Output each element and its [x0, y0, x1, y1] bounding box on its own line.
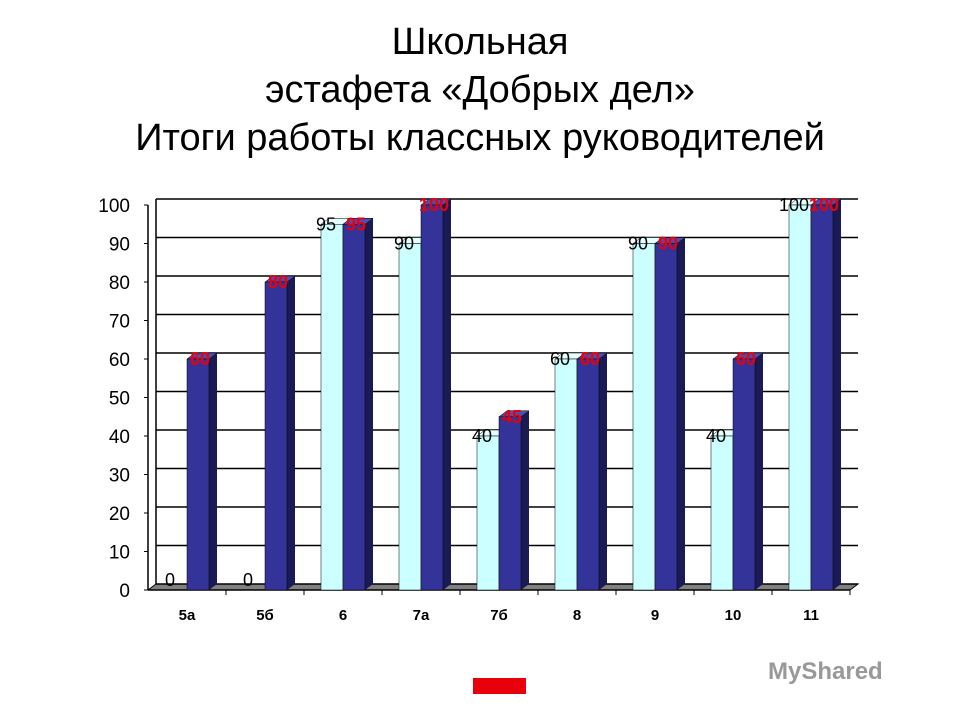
data-label: 60 [736, 349, 756, 369]
title-line-3: Итоги работы классных руководителей [135, 117, 825, 159]
bar [554, 358, 578, 591]
bar [632, 243, 656, 591]
data-label: 0 [243, 570, 253, 590]
x-tick-label: 8 [573, 607, 581, 624]
data-label: 90 [394, 234, 414, 254]
y-tick-label: 40 [109, 427, 130, 448]
data-label: 90 [658, 234, 678, 254]
data-label: 80 [268, 272, 288, 292]
x-tick-label: 5б [256, 607, 274, 624]
bar-side [599, 353, 607, 590]
bar-side [287, 276, 295, 590]
data-label: 100 [419, 195, 449, 215]
watermark-logo: MyShared [768, 658, 883, 686]
chart-title: Школьная эстафета «Добрых дел» Итоги раб… [0, 18, 960, 162]
y-tick-label: 60 [109, 350, 130, 371]
data-label: 60 [580, 349, 600, 369]
x-tick-label: 7б [490, 607, 508, 624]
y-tick-label: 100 [98, 196, 130, 217]
bar [420, 204, 444, 591]
y-tick-label: 50 [109, 389, 130, 410]
y-tick-label: 80 [109, 273, 130, 294]
data-label: 100 [779, 195, 809, 215]
bar-side [365, 218, 373, 590]
title-line-1: Школьная [391, 21, 569, 63]
bar [498, 416, 522, 591]
x-tick-label: 5а [179, 607, 196, 624]
data-label: 40 [472, 426, 492, 446]
bar [342, 224, 366, 591]
bar-side [833, 199, 841, 590]
bar-side [443, 199, 451, 590]
bar-side [209, 353, 217, 590]
data-label: 90 [628, 234, 648, 254]
data-label: 0 [165, 570, 175, 590]
data-label: 60 [550, 349, 570, 369]
bar-side [677, 237, 685, 590]
y-tick-label: 70 [109, 312, 130, 333]
data-label: 45 [502, 407, 522, 427]
x-tick-label: 6 [339, 607, 347, 624]
x-tick-label: 9 [651, 607, 659, 624]
y-tick-label: 30 [109, 466, 130, 487]
bar [320, 224, 344, 591]
bar-side [521, 410, 529, 590]
bar [398, 243, 422, 591]
bar [788, 204, 812, 591]
data-label: 95 [346, 214, 366, 234]
data-label: 60 [190, 349, 210, 369]
x-tick-label: 7а [413, 607, 430, 624]
bar [654, 243, 678, 591]
bar [810, 204, 834, 591]
bar [476, 435, 500, 591]
watermark-text: MyShared [768, 658, 883, 685]
y-tick-label: 0 [119, 581, 130, 602]
bar-side [755, 353, 763, 590]
bar [732, 358, 756, 591]
data-label: 40 [706, 426, 726, 446]
y-tick-label: 10 [109, 543, 130, 564]
y-tick-label: 90 [109, 235, 130, 256]
y-tick-label: 20 [109, 504, 130, 525]
data-label: 100 [809, 195, 839, 215]
bar [576, 358, 600, 591]
bar [186, 358, 210, 591]
title-line-2: эстафета «Добрых дел» [265, 69, 695, 111]
bar [710, 435, 734, 591]
x-tick-label: 11 [803, 607, 819, 624]
bar [264, 281, 288, 591]
red-marker [473, 678, 526, 694]
data-label: 95 [316, 214, 336, 234]
x-tick-label: 10 [725, 607, 742, 624]
